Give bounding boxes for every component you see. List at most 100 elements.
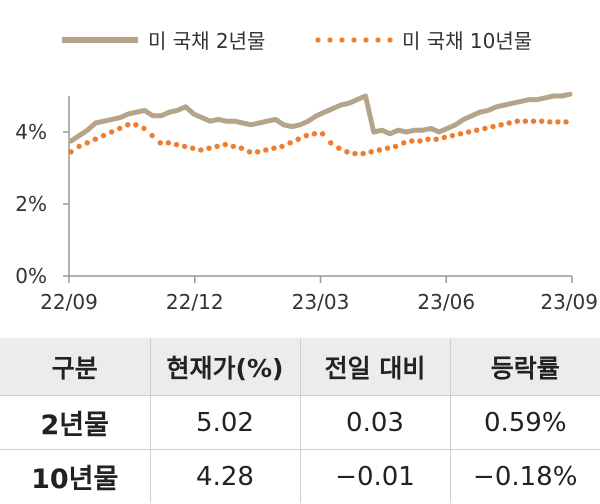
- series-10y-point: [303, 132, 309, 139]
- yield-chart: 미 국채 2년물 미 국채 10년물 0% 2% 4% 22/09 22/12 23/0…: [15, 29, 598, 314]
- legend-dot: [363, 37, 369, 43]
- x-ticks: 22/09 22/12 23/03 23/06 23/09: [40, 276, 598, 314]
- x-tick-label: 23/03: [292, 290, 350, 314]
- series-10y-point: [409, 138, 415, 144]
- series-10y-point: [149, 132, 155, 139]
- series-10y-point: [319, 131, 326, 137]
- series-10y-point: [465, 129, 472, 135]
- legend: 미 국채 2년물 미 국채 10년물: [62, 29, 532, 53]
- series-10y-point: [563, 119, 569, 125]
- series-10y-point: [181, 143, 188, 150]
- table-header-row: 구분 현재가(%) 전일 대비 등락률: [0, 338, 600, 396]
- table-row: 10년물 4.28 −0.01 −0.18%: [0, 449, 600, 503]
- cell-rate: −0.18%: [449, 449, 600, 503]
- series-10y-point: [190, 145, 196, 151]
- legend-label-10y: 미 국채 10년물: [402, 29, 532, 53]
- series-10y-point: [441, 134, 447, 141]
- series-10y-point: [344, 149, 350, 155]
- series-10y-point: [417, 138, 423, 144]
- row-label: 10년물: [0, 449, 150, 503]
- series-10y-point: [311, 131, 318, 137]
- series-10y-point: [263, 147, 269, 153]
- cell-rate: 0.59%: [449, 395, 600, 450]
- series-10y-point: [238, 145, 245, 151]
- chart-axes: [68, 96, 572, 277]
- series-10y-point: [206, 145, 212, 151]
- series-10y-point: [425, 136, 431, 142]
- header-change: 전일 대비: [299, 338, 450, 396]
- header-rate: 등락률: [449, 338, 600, 396]
- series-10y-point: [482, 125, 488, 132]
- series-10y-point: [230, 143, 236, 150]
- x-tick-label: 23/06: [417, 290, 475, 314]
- legend-dot: [339, 37, 345, 43]
- series-10y-point: [117, 125, 123, 132]
- yield-table: 구분 현재가(%) 전일 대비 등락률 2년물 5.02 0.03 0.59% …: [0, 338, 600, 503]
- series-10y-point: [368, 149, 374, 155]
- series-10y-point: [133, 122, 139, 128]
- series-10y-point: [271, 145, 277, 151]
- series-10y-point: [490, 123, 496, 130]
- series-10y-point: [198, 147, 204, 153]
- series-10y-point: [530, 118, 537, 124]
- series-10y-point: [376, 147, 383, 153]
- series-10y-point: [498, 122, 504, 128]
- series-10y-point: [539, 118, 545, 124]
- series-10y-point: [352, 150, 358, 157]
- series-10y-point: [547, 119, 553, 125]
- legend-dot: [351, 37, 357, 43]
- series-10y-point: [433, 136, 439, 142]
- series-10y-point: [474, 127, 480, 133]
- y-tick-label: 0%: [15, 264, 47, 288]
- series-10y-point: [157, 140, 163, 146]
- legend-dot: [315, 37, 321, 43]
- legend-swatch-10y: [315, 37, 393, 43]
- header-current: 현재가(%): [149, 338, 300, 396]
- series-10y-point: [173, 141, 180, 148]
- series-10y-point: [336, 145, 342, 151]
- series-10y-point: [165, 140, 172, 146]
- cell-change: 0.03: [299, 395, 450, 450]
- header-category: 구분: [0, 338, 150, 396]
- series-10y-point: [246, 149, 253, 155]
- legend-dot: [327, 37, 333, 43]
- series-10y-point: [328, 140, 334, 146]
- table-row: 2년물 5.02 0.03 0.59%: [0, 395, 600, 450]
- y-tick-label: 2%: [15, 192, 47, 216]
- series-10y-point: [295, 136, 301, 142]
- series-10y-point: [254, 149, 261, 155]
- legend-label-2y: 미 국채 2년물: [148, 29, 265, 53]
- y-ticks: 0% 2% 4%: [15, 120, 69, 288]
- series-10y-point: [125, 122, 131, 128]
- series-10y-point: [287, 140, 293, 146]
- series-10y-point: [506, 120, 512, 126]
- series-10y-point: [100, 132, 107, 139]
- series-10y-point: [457, 131, 464, 137]
- series-10y-point: [449, 132, 456, 139]
- series-10y-point: [555, 119, 561, 125]
- series-2y-path: [68, 91, 573, 144]
- series-10y-point: [84, 140, 90, 146]
- series-10y-point: [384, 145, 391, 151]
- series-10y-point: [279, 143, 285, 150]
- legend-dot: [375, 37, 381, 43]
- series-10y-point: [401, 140, 407, 146]
- series-10y-point: [522, 118, 529, 124]
- series-10y-point: [141, 125, 147, 132]
- x-tick-label: 23/09: [540, 290, 598, 314]
- series-10y-point: [68, 149, 74, 155]
- series-10y-point: [92, 136, 99, 142]
- series-2y-line: [68, 91, 573, 144]
- series-10y-point: [360, 150, 366, 157]
- series-10y-point: [76, 143, 82, 150]
- cell-change: −0.01: [299, 449, 450, 503]
- x-tick-label: 22/12: [166, 290, 224, 314]
- series-10y-point: [214, 143, 220, 150]
- series-10y-point: [108, 129, 115, 135]
- x-tick-label: 22/09: [40, 290, 98, 314]
- series-10y-point: [392, 143, 399, 150]
- legend-dot: [387, 37, 393, 43]
- cell-current: 4.28: [149, 449, 300, 503]
- series-10y-dots: [68, 118, 569, 157]
- series-10y-point: [222, 141, 228, 148]
